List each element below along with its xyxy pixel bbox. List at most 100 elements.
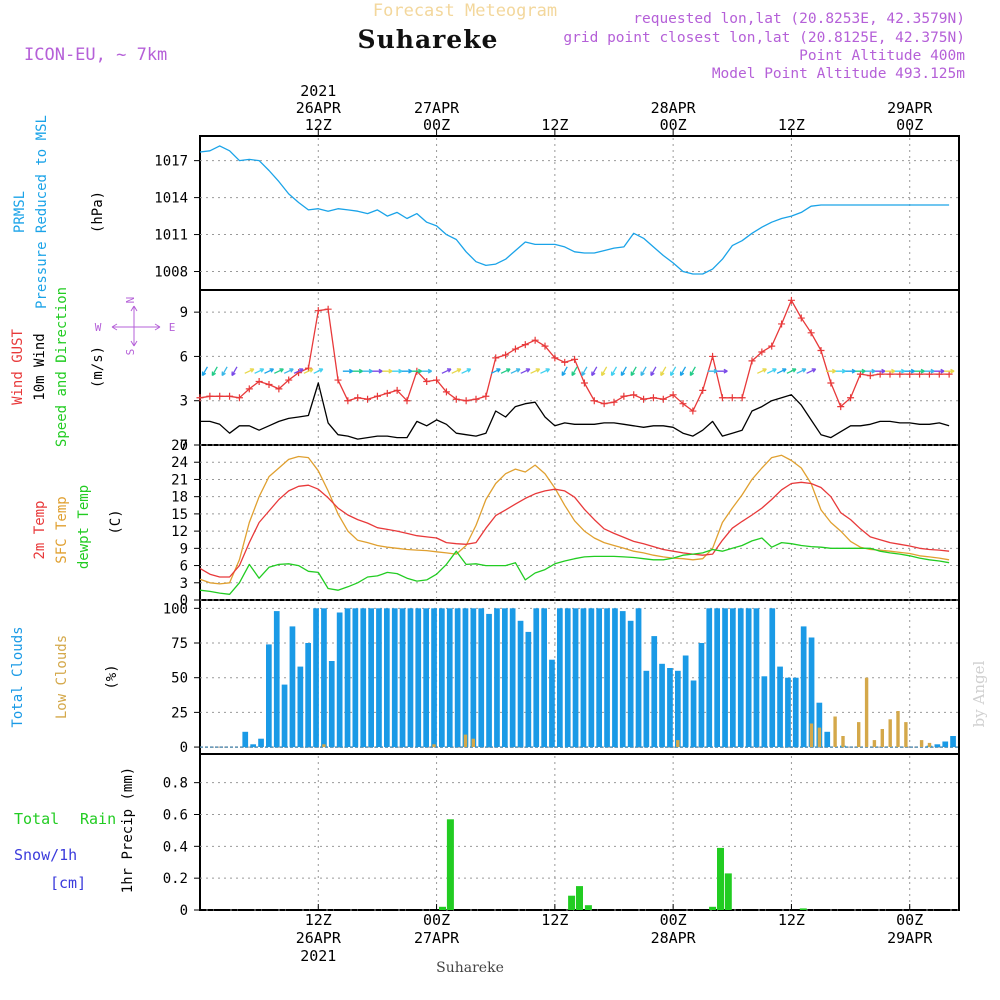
precip-bar (717, 847, 724, 910)
gust-marker (334, 376, 342, 384)
low-cloud-bar (872, 740, 877, 747)
total-label: Total (14, 810, 59, 828)
gust-marker (561, 358, 569, 366)
chart-title: Forecast Meteogram (373, 1, 557, 21)
total-cloud-bar (454, 608, 461, 747)
total-cloud-bar (541, 608, 547, 747)
temp-sfc-label: SFC Temp (54, 496, 70, 563)
wind-direction-arrow (825, 368, 837, 374)
low-cloud-bar (864, 677, 869, 748)
wind-direction-arrow (640, 366, 647, 377)
wind-direction-arrow (520, 368, 531, 374)
gust-marker (847, 394, 855, 402)
top-time-label: 2021 (300, 82, 336, 100)
total-cloud-bar (446, 608, 453, 747)
gust-line (199, 299, 950, 412)
compass-ns-arrow (130, 305, 138, 347)
gust-marker (778, 320, 786, 328)
wind-direction-arrow (500, 368, 511, 374)
low-cloud-bar (432, 744, 436, 748)
top-time-label: 12Z (305, 116, 332, 134)
total-cloud-bar (675, 670, 681, 748)
temp-dewpt-label: dewpt Temp (76, 485, 92, 569)
total-cloud-bar (273, 611, 280, 748)
cloud-unit-label: (%) (104, 664, 120, 689)
low-cloud-bar (676, 740, 680, 747)
precip-bar (439, 906, 446, 910)
gust-marker (600, 400, 608, 408)
gust-marker (620, 392, 628, 400)
wind-10m-label: 10m Wind (32, 333, 48, 400)
chart-plot-area: 1008101110141017036903691215182124270255… (154, 82, 959, 965)
top-time-label: 12Z (541, 116, 568, 134)
total-cloud-bar (627, 620, 634, 748)
total-cloud-bar (242, 731, 249, 748)
low-cloud-bar (857, 722, 861, 748)
gust-marker (748, 357, 756, 365)
gust-marker (541, 342, 549, 350)
gust-marker (866, 372, 874, 380)
y-tick-label: 21 (171, 472, 188, 488)
gust-marker (728, 394, 736, 402)
total-cloud-bar (549, 659, 555, 748)
total-cloud-bar (572, 608, 579, 747)
y-tick-label: 1011 (154, 228, 188, 244)
y-tick-label: 1014 (154, 191, 188, 207)
snow-label: Snow/1h (14, 846, 77, 864)
wind-direction-arrow (845, 368, 856, 374)
gust-marker (580, 379, 588, 387)
total-cloud-bar (328, 661, 335, 747)
wind-direction-arrow (382, 368, 393, 374)
temperature-panel (199, 444, 960, 601)
wind-direction-arrow (352, 368, 364, 374)
low-cloud-bar (927, 742, 932, 748)
bottom-time-label: 28APR (651, 929, 697, 947)
bottom-time-label: 26APR (296, 929, 342, 947)
compass-n: N (124, 297, 137, 304)
gust-marker (571, 355, 579, 363)
gust-marker (699, 386, 707, 394)
total-cloud-bar (706, 608, 713, 747)
credit-label: by Angel (970, 660, 988, 727)
total-cloud-bar (737, 608, 744, 747)
wind-direction-arrow (610, 366, 618, 377)
low-cloud-bar (841, 736, 845, 748)
gust-marker (797, 314, 805, 322)
gust-marker (354, 394, 362, 402)
compass-ew-arrow (111, 323, 161, 331)
low-cloud-bar (817, 727, 822, 747)
y-tick-label: 1017 (154, 154, 188, 170)
precip-bar (568, 895, 576, 910)
y-tick-label: 3 (180, 576, 188, 592)
wind-compass: N W E S (95, 297, 176, 356)
bottom-time-label: 2021 (300, 947, 336, 965)
gust-marker (245, 385, 253, 393)
total-cloud-bar (816, 702, 823, 748)
total-cloud-bar (258, 738, 264, 747)
gust-marker (403, 397, 411, 405)
wind-direction-arrow (451, 368, 462, 374)
gust-marker (344, 397, 352, 405)
gust-marker (521, 341, 529, 349)
total-cloud-bar (730, 608, 736, 747)
gust-marker (837, 403, 845, 411)
gust-marker (758, 348, 766, 356)
total-cloud-bar (486, 613, 492, 748)
gust-marker (393, 386, 401, 394)
total-cloud-bar (391, 608, 398, 747)
gust-marker (551, 354, 559, 362)
temp-unit-label: (C) (108, 509, 124, 534)
precip-bar (724, 873, 732, 910)
wind-direction-arrow (313, 368, 324, 374)
bottom-time-label: 27APR (414, 929, 460, 947)
gust-marker (314, 307, 322, 315)
y-tick-label: 0.2 (163, 871, 188, 887)
y-tick-label: 0 (180, 593, 188, 609)
precip-bar (576, 886, 583, 910)
wind-direction-arrow (411, 368, 423, 374)
pressure-panel (199, 135, 960, 291)
gust-marker (659, 395, 667, 403)
y-tick-label: 6 (180, 559, 188, 575)
y-tick-label: 1008 (154, 265, 188, 281)
top-time-label: 00Z (896, 116, 923, 134)
